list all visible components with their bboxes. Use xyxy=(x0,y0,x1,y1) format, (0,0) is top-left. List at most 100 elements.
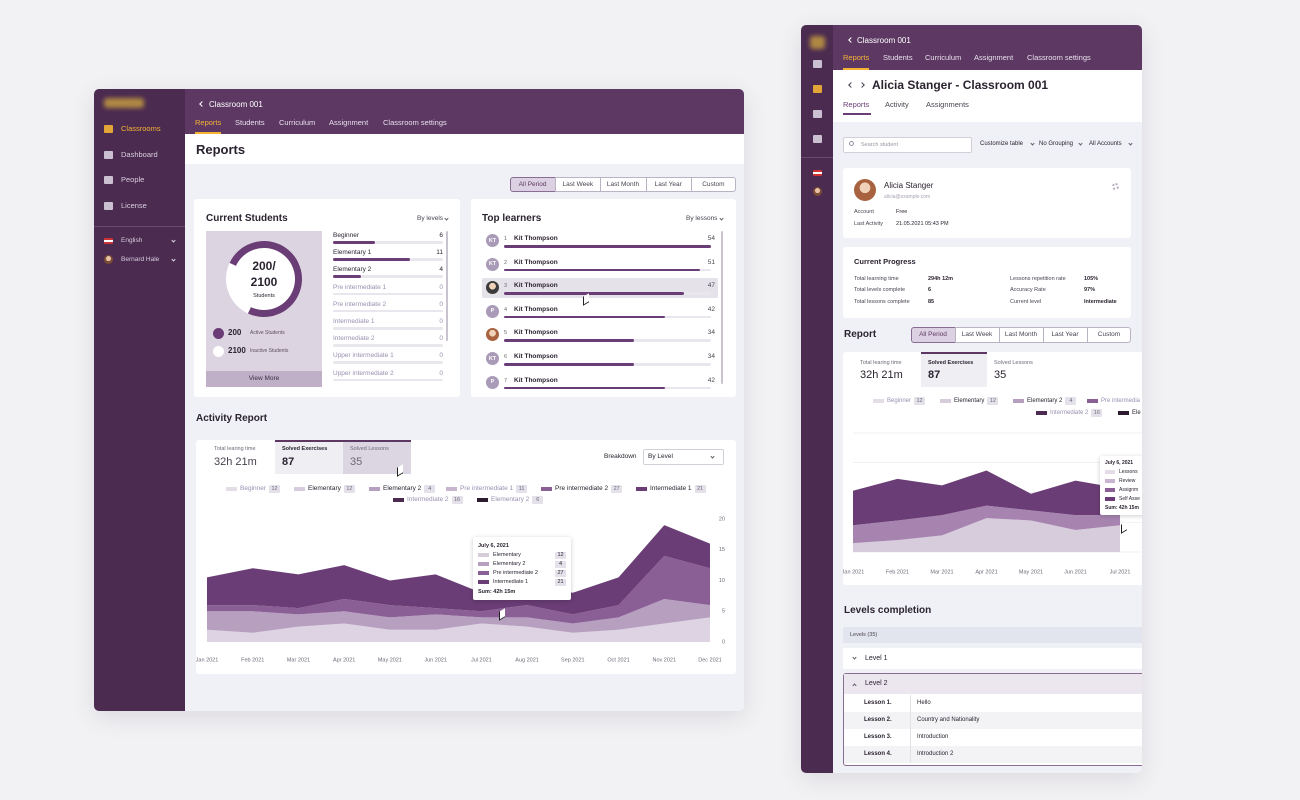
nav-item[interactable]: License xyxy=(121,200,147,210)
nav-icon[interactable] xyxy=(813,110,822,118)
header-tab[interactable]: Curriculum xyxy=(279,118,316,127)
legend-name[interactable]: Pre intermedia xyxy=(1101,398,1141,404)
stat-tab[interactable] xyxy=(921,352,987,387)
user-name[interactable]: Bernard Hale xyxy=(121,256,160,263)
donut-top: 200/ xyxy=(252,259,276,273)
legend-name[interactable]: Intermediate 1 xyxy=(650,485,692,492)
legend-count: 4 xyxy=(1069,398,1073,404)
toolbar-dropdown[interactable]: All Accounts xyxy=(1089,141,1122,147)
back-link[interactable]: Classroom 001 xyxy=(209,100,263,109)
legend-name[interactable]: Pre intermediate 1 xyxy=(460,485,514,492)
level-row-open[interactable] xyxy=(844,674,1142,694)
lesson-row[interactable] xyxy=(844,712,1142,729)
learner-name[interactable]: Kit Thompson xyxy=(514,329,558,337)
breakdown-select[interactable] xyxy=(643,449,724,465)
legend-name[interactable]: Elementary 2 xyxy=(491,496,530,503)
learner-name[interactable]: Kit Thompson xyxy=(514,282,558,290)
nav-item[interactable]: People xyxy=(121,175,145,184)
sub-tab[interactable]: Reports xyxy=(843,100,870,109)
legend-name[interactable]: Beginner xyxy=(240,485,267,492)
tab-underline xyxy=(843,68,869,70)
level-name[interactable]: Level 1 xyxy=(865,655,888,662)
nav-icon[interactable] xyxy=(813,60,822,68)
view-more-band[interactable] xyxy=(206,371,322,387)
header-tab[interactable]: Assignment xyxy=(974,53,1014,62)
legend-name[interactable]: Beginner xyxy=(887,398,912,404)
level-name[interactable]: Level 2 xyxy=(865,680,888,687)
legend-name[interactable]: Elementary xyxy=(308,485,341,492)
nav-item[interactable]: Dashboard xyxy=(121,149,158,159)
legend-name[interactable]: Elementary 2 xyxy=(383,485,422,492)
tooltip xyxy=(1100,456,1142,515)
period-label[interactable]: All Period xyxy=(919,331,947,338)
settings-icon[interactable] xyxy=(1112,183,1119,190)
period-label[interactable]: Last Year xyxy=(654,180,682,188)
nav-item[interactable]: Classrooms xyxy=(121,124,161,133)
area-series xyxy=(207,598,710,633)
header-tab[interactable]: Curriculum xyxy=(925,53,962,62)
nav-icon[interactable] xyxy=(813,85,822,93)
legend-name[interactable]: Elementary xyxy=(954,398,985,404)
learner-name[interactable]: Kit Thompson xyxy=(514,305,558,313)
period-button[interactable] xyxy=(690,177,736,192)
toolbar-dropdown[interactable]: No Grouping xyxy=(1039,141,1074,147)
period-label[interactable]: Last Week xyxy=(961,331,993,338)
legend-name[interactable]: Elementary 2 xyxy=(1027,398,1063,404)
period-label[interactable]: Last Week xyxy=(562,180,594,188)
learner-name[interactable]: Kit Thompson xyxy=(514,376,558,384)
header-tab[interactable]: Classroom settings xyxy=(1027,53,1091,62)
level-count: 6 xyxy=(439,232,443,239)
stat-tab[interactable] xyxy=(275,440,343,474)
header-tab[interactable]: Students xyxy=(883,53,913,62)
tooltip-sum: Sum: 42h 15m xyxy=(1105,505,1139,511)
period-label[interactable]: Last Year xyxy=(1051,331,1079,338)
header-tab[interactable]: Assignment xyxy=(329,118,369,127)
stat-value: 32h 21m xyxy=(214,456,257,468)
filter-dropdown[interactable]: By levels xyxy=(417,215,444,222)
legend-badge xyxy=(694,485,706,493)
lesson-title[interactable]: Country and Nationality xyxy=(917,717,980,723)
progress-card: Current Progress Total learning time 294h … xyxy=(843,247,1131,318)
header-tab[interactable]: Students xyxy=(235,118,265,127)
period-label[interactable]: Custom xyxy=(1097,331,1121,338)
level-track xyxy=(333,275,443,278)
period-label[interactable]: Custom xyxy=(702,180,725,188)
period-label[interactable]: Last Month xyxy=(1004,331,1038,338)
nav-icon[interactable] xyxy=(813,135,822,143)
period-button[interactable] xyxy=(1087,327,1131,343)
lesson-row[interactable] xyxy=(844,746,1142,763)
learner-name[interactable]: Kit Thompson xyxy=(514,258,558,266)
header-tab[interactable]: Classroom settings xyxy=(383,118,447,127)
lesson-title[interactable]: Hello xyxy=(917,700,931,706)
lesson-title[interactable]: Introduction xyxy=(917,734,949,740)
period-label[interactable]: All Period xyxy=(518,180,547,188)
breakdown-value[interactable]: By Level xyxy=(648,453,673,460)
search-placeholder[interactable]: Search student xyxy=(861,142,898,148)
sub-tab[interactable]: Assignments xyxy=(926,100,969,109)
legend-name[interactable]: Ele xyxy=(1132,410,1141,416)
flag-icon xyxy=(813,170,822,176)
legend-count: 16 xyxy=(1093,410,1100,416)
header-tab[interactable]: Reports xyxy=(843,53,870,62)
lesson-row[interactable] xyxy=(844,695,1142,712)
learner-name[interactable]: Kit Thompson xyxy=(514,353,558,360)
tooltip-swatch xyxy=(1105,488,1115,492)
search-box[interactable] xyxy=(843,137,972,153)
legend-name[interactable]: Intermediate 2 xyxy=(407,496,449,503)
back-link[interactable]: Classroom 001 xyxy=(857,36,911,45)
legend-name[interactable]: Intermediate 2 xyxy=(1050,410,1089,416)
view-more[interactable]: View More xyxy=(248,375,280,382)
language[interactable]: English xyxy=(121,237,143,244)
level-row[interactable] xyxy=(843,648,1142,669)
legend-name[interactable]: Pre intermediate 2 xyxy=(555,485,609,492)
tooltip-name: Self Asse xyxy=(1119,496,1140,502)
lesson-title[interactable]: Introduction 2 xyxy=(917,751,954,757)
lesson-row[interactable] xyxy=(844,729,1142,746)
sub-tab[interactable]: Activity xyxy=(885,100,909,109)
period-label[interactable]: Last Month xyxy=(606,180,640,188)
filter-dropdown[interactable]: By lessons xyxy=(686,215,718,222)
stat-tab[interactable] xyxy=(207,440,275,474)
header-tab[interactable]: Reports xyxy=(195,118,222,127)
toolbar-dropdown[interactable]: Customize table xyxy=(980,141,1024,147)
learner-name[interactable]: Kit Thompson xyxy=(514,235,558,242)
